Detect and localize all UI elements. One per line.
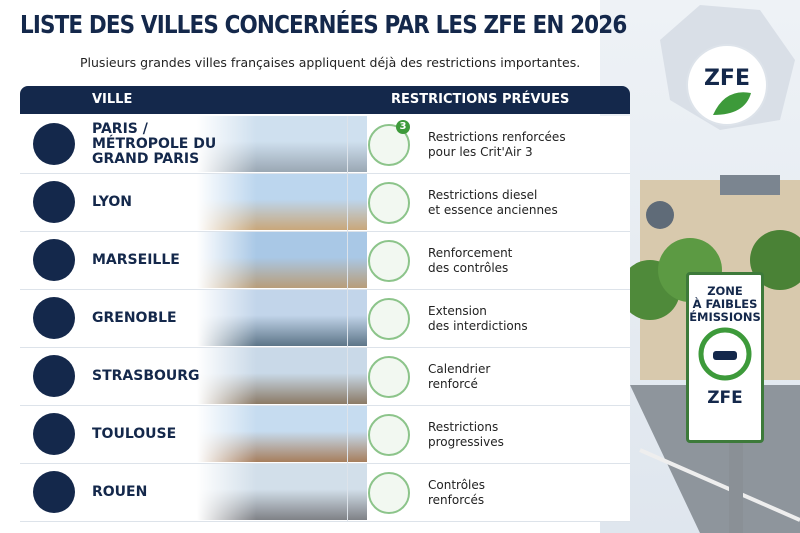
city-photo bbox=[197, 232, 367, 288]
table-row: MARSEILLE Renforcement des contrôles bbox=[20, 232, 630, 290]
restriction-line: pour les Crit'Air 3 bbox=[428, 144, 533, 159]
restriction-line: Contrôles bbox=[428, 477, 486, 492]
city-line: LYON bbox=[92, 194, 132, 210]
city-name: LYON bbox=[92, 174, 132, 231]
city-icon bbox=[33, 413, 75, 455]
city-line: GRAND PARIS bbox=[92, 151, 200, 167]
zfe-sign: ZONE À FAIBLES ÉMISSIONS ZFE bbox=[686, 272, 764, 443]
restriction-line: des interdictions bbox=[428, 318, 528, 333]
column-divider bbox=[347, 348, 348, 405]
table-row: STRASBOURG Calendrier renforcé bbox=[20, 348, 630, 406]
title: LISTE DES VILLES CONCERNÉES PAR LES ZFE … bbox=[20, 10, 627, 39]
sign-line: ZONE bbox=[707, 284, 743, 298]
column-divider bbox=[347, 174, 348, 231]
restriction-icon bbox=[368, 240, 410, 282]
city-name: TOULOUSE bbox=[92, 406, 176, 463]
restriction-text: Extension des interdictions bbox=[428, 290, 528, 347]
city-line: PARIS / bbox=[92, 121, 148, 137]
table-row: LYON Restrictions diesel et essence ancien… bbox=[20, 174, 630, 232]
sign-line: ÉMISSIONS bbox=[689, 310, 761, 324]
restriction-line: Renforcement bbox=[428, 245, 513, 260]
column-header: VILLE bbox=[20, 86, 347, 114]
city-icon bbox=[33, 471, 75, 513]
column-divider bbox=[347, 116, 348, 173]
city-line: STRASBOURG bbox=[92, 368, 200, 384]
restriction-line: Restrictions renforcées bbox=[428, 129, 566, 144]
restriction-text: Contrôles renforcés bbox=[428, 464, 485, 521]
city-line: MÉTROPOLE DU bbox=[92, 136, 217, 152]
logo-label: ZFE bbox=[704, 66, 750, 91]
city-name: GRENOBLE bbox=[92, 290, 177, 347]
restriction-line: des contrôles bbox=[428, 260, 509, 275]
restriction-icon bbox=[368, 356, 410, 398]
city-icon bbox=[33, 239, 75, 281]
city-photo bbox=[197, 290, 367, 346]
restriction-icon bbox=[368, 472, 410, 514]
sign-icon bbox=[698, 327, 752, 381]
column-divider bbox=[347, 290, 348, 347]
crit-air-badge: 3 bbox=[396, 120, 410, 134]
restriction-text: Renforcement des contrôles bbox=[428, 232, 512, 289]
column-divider bbox=[347, 406, 348, 463]
restriction-line: Restrictions bbox=[428, 419, 499, 434]
restriction-line: renforcé bbox=[428, 376, 478, 391]
city-name: ROUEN bbox=[92, 464, 147, 521]
city-icon bbox=[33, 123, 75, 165]
city-icon bbox=[33, 297, 75, 339]
restriction-line: Restrictions diesel bbox=[428, 187, 538, 202]
table-row: PARIS / MÉTROPOLE DU GRAND PARIS 3 Restricti… bbox=[20, 116, 630, 174]
table-row: GRENOBLE Extension des interdictions bbox=[20, 290, 630, 348]
restriction-line: Calendrier bbox=[428, 361, 491, 376]
city-icon bbox=[33, 181, 75, 223]
sign-line: À FAIBLES bbox=[692, 297, 758, 311]
city-name: PARIS / MÉTROPOLE DU GRAND PARIS bbox=[92, 116, 216, 173]
city-photo bbox=[197, 348, 367, 404]
restriction-line: progressives bbox=[428, 434, 504, 449]
column-divider bbox=[347, 232, 348, 289]
city-name: MARSEILLE bbox=[92, 232, 180, 289]
table-row: ROUEN Contrôles renforcés bbox=[20, 464, 630, 522]
restriction-icon bbox=[368, 298, 410, 340]
city-photo bbox=[197, 116, 367, 172]
subtitle: Plusieurs grandes villes françaises appl… bbox=[80, 55, 581, 70]
restriction-line: et essence anciennes bbox=[428, 202, 558, 217]
column-header: RESTRICTIONS PRÉVUES bbox=[347, 86, 630, 114]
city-line: TOULOUSE bbox=[92, 426, 177, 442]
city-line: ROUEN bbox=[92, 484, 148, 500]
city-line: GRENOBLE bbox=[92, 310, 177, 326]
restriction-text: Calendrier renforcé bbox=[428, 348, 490, 405]
city-line: MARSEILLE bbox=[92, 252, 180, 268]
restriction-line: renforcés bbox=[428, 492, 485, 507]
restriction-text: Restrictions renforcées pour les Crit'Air… bbox=[428, 116, 566, 173]
zfe-logo: ZFE bbox=[686, 44, 768, 126]
city-photo bbox=[197, 174, 367, 230]
city-photo bbox=[197, 406, 367, 462]
city-name: STRASBOURG bbox=[92, 348, 200, 405]
restriction-text: Restrictions progressives bbox=[428, 406, 504, 463]
restriction-icon bbox=[368, 414, 410, 456]
table-row: TOULOUSE Restrictions progressives bbox=[20, 406, 630, 464]
restriction-icon bbox=[368, 182, 410, 224]
column-divider bbox=[347, 464, 348, 521]
sign-label: ZFE bbox=[707, 388, 743, 408]
restriction-line: Extension bbox=[428, 303, 487, 318]
city-icon bbox=[33, 355, 75, 397]
restriction-text: Restrictions diesel et essence anciennes bbox=[428, 174, 558, 231]
city-photo bbox=[197, 464, 367, 520]
